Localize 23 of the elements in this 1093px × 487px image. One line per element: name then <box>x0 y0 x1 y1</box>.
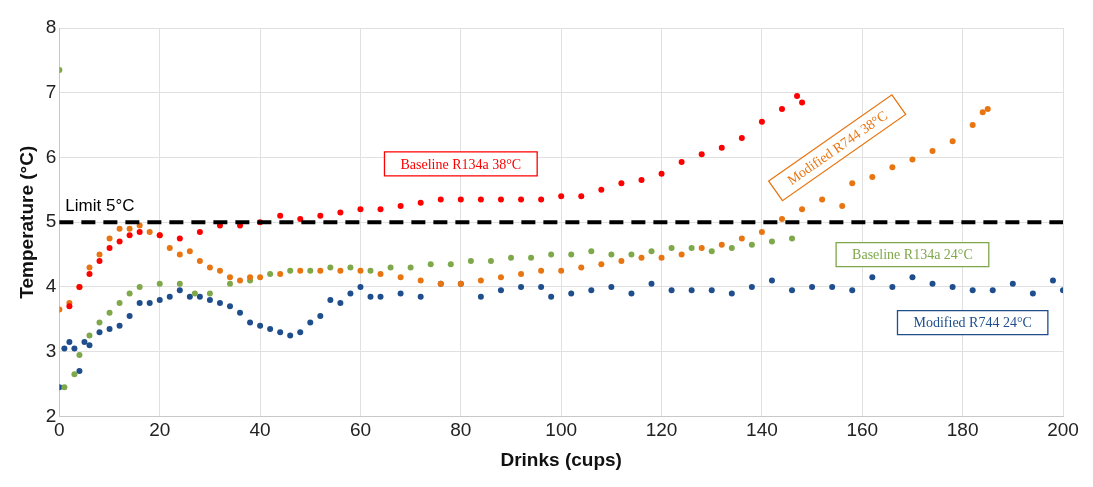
x-tick-label: 140 <box>746 419 778 441</box>
x-tick-label: 0 <box>54 419 65 441</box>
text: Baseline R134a 24°C <box>852 247 973 263</box>
ref-line-label: Limit 5°C <box>65 196 135 216</box>
y-axis-title: Temperature (°C) <box>15 145 37 299</box>
x-tick-label: 200 <box>1047 419 1079 441</box>
x-tick-label: 120 <box>645 419 678 441</box>
x-tick-label: 20 <box>149 419 171 441</box>
series-label: Modified R744 24°C <box>913 315 1032 331</box>
x-tick-label: 80 <box>450 419 472 441</box>
y-tick-label: 6 <box>45 145 57 167</box>
y-tick-label: 5 <box>45 210 57 232</box>
x-axis-title: Drinks (cups) <box>500 448 622 470</box>
y-tick-label: 8 <box>45 16 57 38</box>
x-tick-label: 40 <box>249 419 271 441</box>
y-tick-label: 3 <box>45 339 57 361</box>
y-tick-label: 4 <box>45 275 57 297</box>
x-tick-label: 100 <box>545 419 578 441</box>
series-label: Baseline R134a 38°C <box>400 156 522 172</box>
x-tick-label: 180 <box>946 419 979 441</box>
y-tick-label: 7 <box>45 80 57 102</box>
x-tick-label: 160 <box>846 419 879 441</box>
x-tick-label: 60 <box>349 419 372 441</box>
